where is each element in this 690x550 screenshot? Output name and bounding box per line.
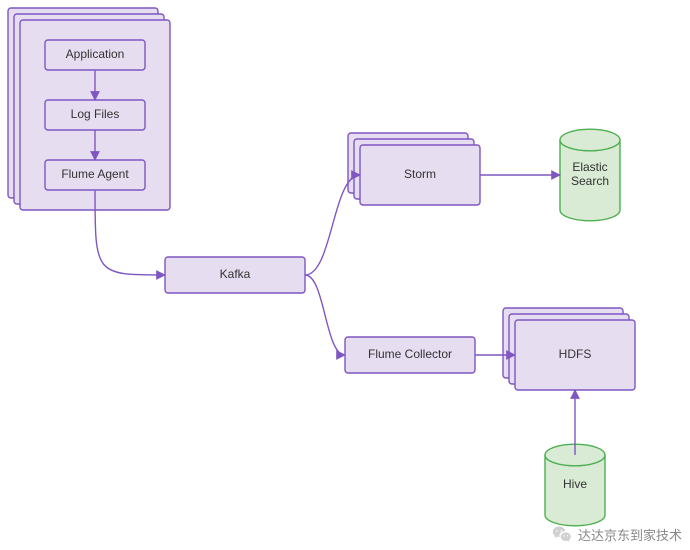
node-flume_agent: Flume Agent <box>45 160 145 190</box>
svg-text:Kafka: Kafka <box>220 267 251 281</box>
watermark: 达达京东到家技术 <box>552 524 682 544</box>
svg-text:Hive: Hive <box>563 477 587 491</box>
svg-text:HDFS: HDFS <box>559 347 592 361</box>
node-storm: Storm <box>348 133 480 205</box>
node-log_files: Log Files <box>45 100 145 130</box>
node-flume_collector: Flume Collector <box>345 337 475 373</box>
svg-text:Application: Application <box>66 47 125 61</box>
svg-text:Flume Agent: Flume Agent <box>61 167 129 181</box>
node-kafka: Kafka <box>165 257 305 293</box>
edge-kafka-flume_collector <box>305 275 345 355</box>
node-hdfs: HDFS <box>503 308 635 390</box>
node-hive: Hive <box>545 444 605 526</box>
watermark-text: 达达京东到家技术 <box>578 525 682 544</box>
svg-text:Search: Search <box>571 174 609 188</box>
svg-text:Storm: Storm <box>404 167 436 181</box>
wechat-icon <box>552 524 572 544</box>
node-elastic: ElasticSearch <box>560 129 620 221</box>
svg-text:Elastic: Elastic <box>572 160 607 174</box>
node-application: Application <box>45 40 145 70</box>
svg-text:Log Files: Log Files <box>71 107 120 121</box>
svg-text:Flume Collector: Flume Collector <box>368 347 452 361</box>
architecture-diagram: Application Log Files Flume Agent Kafka Stor… <box>0 0 690 550</box>
